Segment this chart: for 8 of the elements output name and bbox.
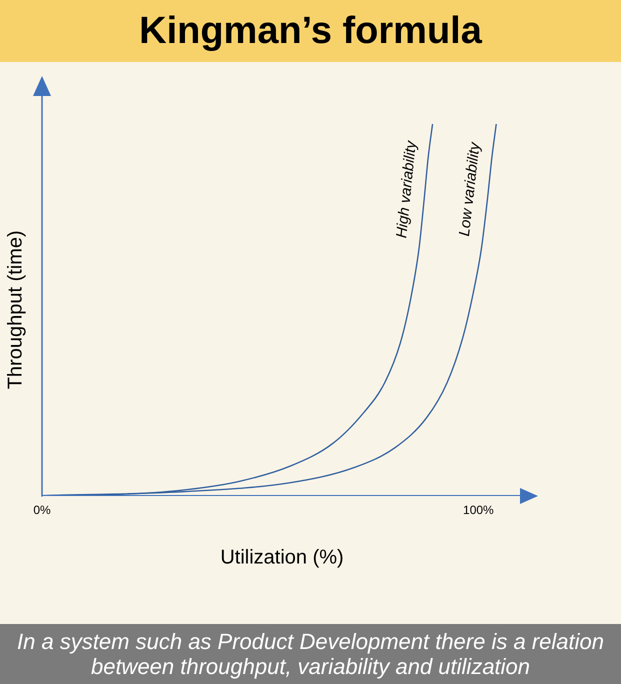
text: In a system such as Product Development there is a relation between throughput, variability and utilization <box>0 624 621 684</box>
y-axis-title: Throughput (time) <box>4 230 27 390</box>
chart-title: Kingman’s formula <box>0 0 621 62</box>
x-tick-label: 0% <box>33 503 51 518</box>
x-axis-title: Utilization (%) <box>220 546 344 569</box>
text: High variability <box>393 138 420 239</box>
x-tick-label: 100% <box>463 503 494 518</box>
text: Low variability <box>456 140 484 238</box>
